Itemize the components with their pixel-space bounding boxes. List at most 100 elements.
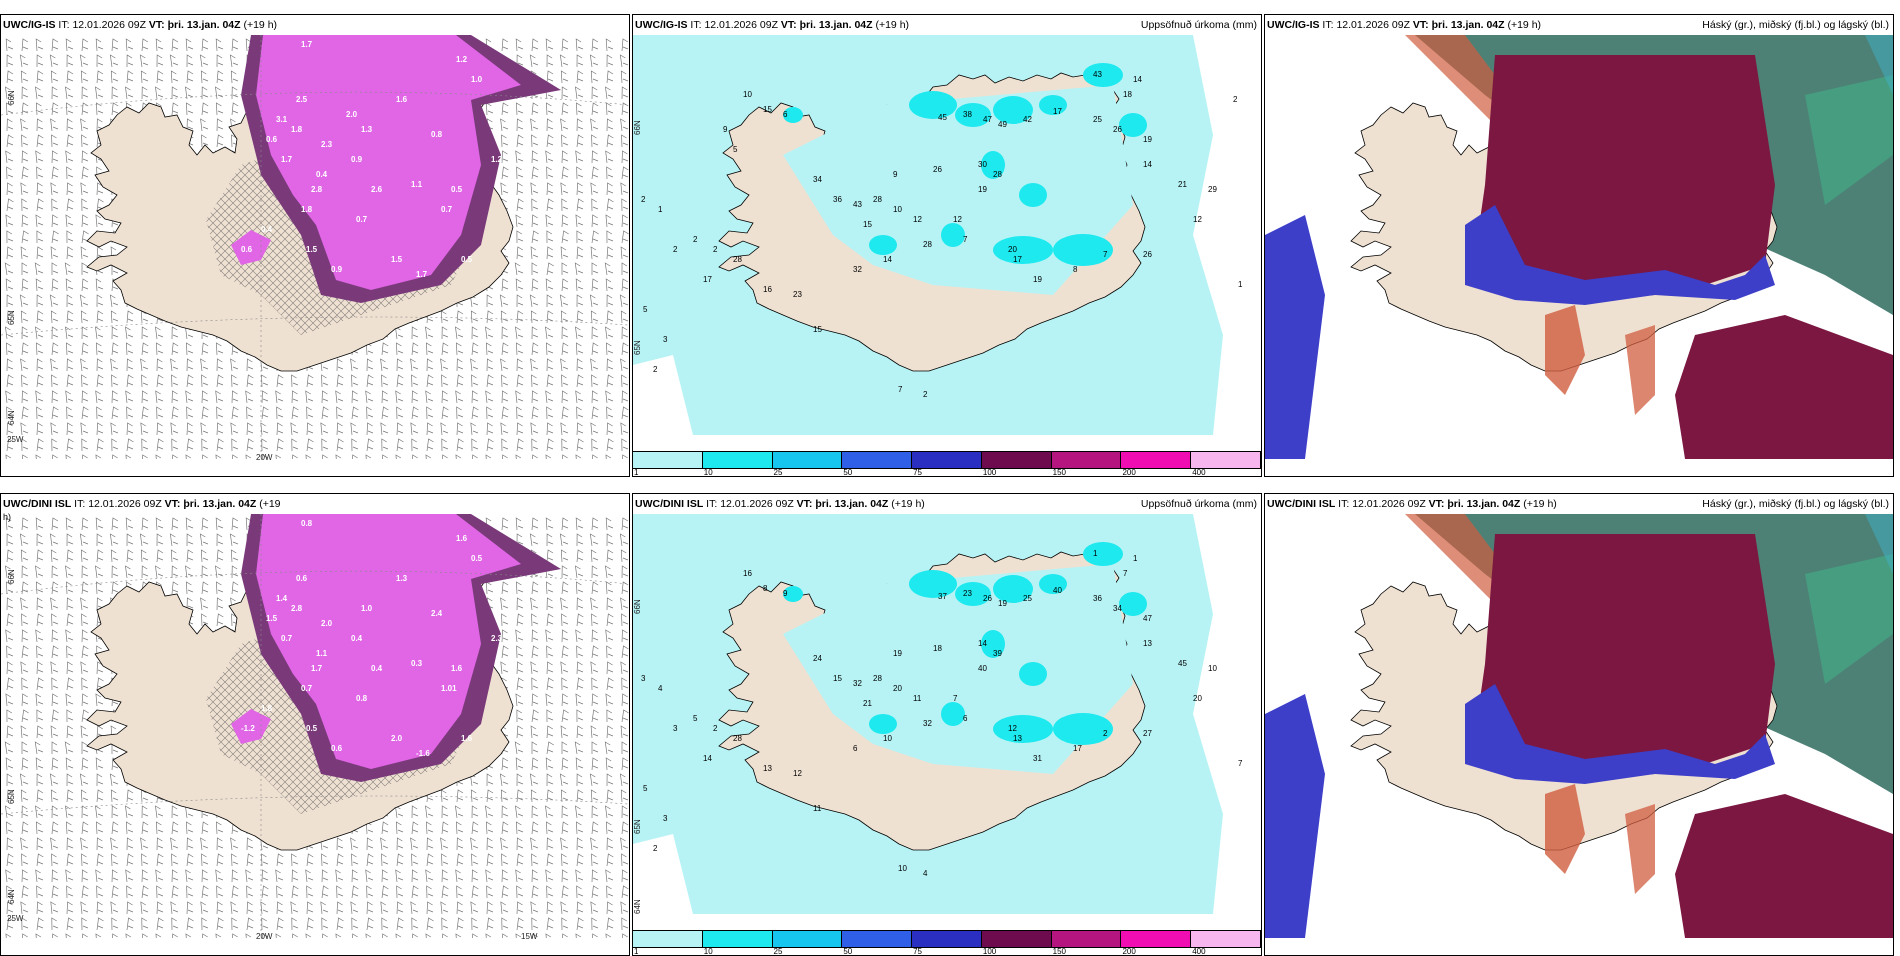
axis-label: 65N: [7, 310, 16, 325]
axis-label: 20W: [256, 453, 273, 462]
value-label: 20: [893, 684, 902, 693]
axis-label: 25W: [7, 914, 24, 923]
title-model: UWC/IG-IS: [635, 19, 688, 31]
value-label: 13: [1013, 734, 1022, 743]
value-label: 27: [1143, 729, 1152, 738]
title-lead-cont: h): [3, 512, 12, 522]
value-label: 47: [983, 115, 992, 124]
colorbar-tick: 200: [1122, 468, 1136, 477]
value-label: 1.1: [411, 180, 423, 189]
value-label: 47: [1143, 614, 1152, 623]
axis-label: 15W: [521, 932, 538, 941]
title-lead: (+19 h): [891, 498, 925, 510]
axis-label: 64N: [7, 410, 16, 425]
title-vt-label: VT:: [780, 19, 797, 31]
value-label: 28: [733, 734, 742, 743]
panel-title: UWC/IG-IS IT: 12.01.2026 09Z VT: þri. 13…: [1267, 19, 1541, 31]
value-label: 11: [813, 804, 822, 813]
title-it: 12.01.2026 09Z: [704, 19, 778, 31]
panel-title: UWC/DINI ISL IT: 12.01.2026 09Z VT: þri.…: [1267, 498, 1557, 510]
value-label: 2.0: [391, 734, 403, 743]
panel-ig-left: 1.7 1.2 1.0 2.5 3.1 1.8 0.6 2.3 1.6 0.8 0.9 0.4 2.6 1…: [0, 14, 630, 477]
value-label: 21: [863, 699, 872, 708]
title-it: 12.01.2026 09Z: [1352, 498, 1426, 510]
value-label: 43: [1093, 70, 1102, 79]
value-label: 7: [963, 235, 968, 244]
axis-label: 66N: [7, 569, 16, 584]
title-model: UWC/IG-IS: [3, 19, 56, 31]
snow-map: 1.7 1.2 1.0 2.5 3.1 1.8 0.6 2.3 1.6 0.8 0.9 0.4 2.6 1…: [1, 35, 629, 459]
value-label: 19: [1143, 135, 1152, 144]
value-label: 9: [783, 589, 788, 598]
colorbar-tick: 10: [703, 947, 713, 956]
value-label: 12: [793, 769, 802, 778]
value-label: 3: [663, 814, 668, 823]
colorbar-tick: 75: [913, 468, 923, 477]
title-it-label: IT:: [1322, 19, 1334, 31]
value-label: 0.8: [301, 519, 313, 528]
value-label: 15: [763, 105, 772, 114]
value-label: 36: [833, 195, 842, 204]
title-vt-label: VT:: [164, 498, 181, 510]
panel-dini-right: UWC/DINI ISL IT: 12.01.2026 09Z VT: þri.…: [1264, 493, 1894, 956]
value-label: 0.7: [356, 215, 368, 224]
value-label: 1.01: [441, 684, 457, 693]
value-label: 12: [953, 215, 962, 224]
title-lead: (+19 h): [1523, 498, 1557, 510]
value-label: 39: [993, 649, 1002, 658]
value-label: 15: [813, 325, 822, 334]
value-label: 17: [1073, 744, 1082, 753]
value-label: 14: [703, 754, 712, 763]
value-label: 0.8: [356, 694, 368, 703]
colorbar-tick: 200: [1122, 947, 1136, 956]
value-label: 3: [641, 674, 646, 683]
value-label: -1.6: [416, 749, 430, 758]
value-label: 5: [643, 305, 648, 314]
value-label: 1.2: [456, 55, 468, 64]
value-label: 28: [873, 674, 882, 683]
value-label: 0.8: [431, 130, 443, 139]
value-label: 1.7: [301, 40, 313, 49]
value-label: 1: [1133, 554, 1138, 563]
colorbar: 1 10 25 50 75 100 150 200 400: [633, 451, 1261, 477]
value-label: 2: [713, 724, 718, 733]
value-label: 13: [763, 764, 772, 773]
axis-label: 25W: [7, 435, 24, 444]
value-label: 2.8: [291, 604, 303, 613]
colorbar-swatch: [1121, 931, 1192, 947]
axis-label: 65N: [7, 789, 16, 804]
value-label: 5: [643, 784, 648, 793]
colorbar-swatch: [981, 452, 1052, 468]
value-label: 42: [1023, 115, 1032, 124]
axis-label: 66N: [7, 90, 16, 105]
value-label: 26: [1113, 125, 1122, 134]
value-label: 2: [653, 844, 658, 853]
colorbar-tick: 25: [773, 468, 783, 477]
axis-label: 66N: [633, 599, 642, 614]
title-it: 12.01.2026 09Z: [88, 498, 162, 510]
title-vt: þri. 13.jan. 04Z: [799, 19, 873, 31]
title-vt-label: VT:: [1428, 498, 1445, 510]
value-label: 2.0: [346, 110, 358, 119]
colorbar-swatch: [842, 931, 913, 947]
colorbar-swatch: [633, 931, 703, 947]
colorbar-tick: 100: [982, 468, 997, 477]
panel-subtitle: Uppsöfnuð úrkoma (mm): [1140, 498, 1257, 510]
panel-subtitle: Háský (gr.), miðský (fj.bl.) og lágský (…: [1702, 498, 1889, 510]
value-label: 31: [1033, 754, 1042, 763]
value-label: 0.5: [461, 255, 473, 264]
value-label: 13: [1143, 639, 1152, 648]
cloud-map: [1265, 35, 1893, 459]
value-label: 24: [813, 654, 822, 663]
value-label: 2: [641, 195, 646, 204]
value-label: 2.3: [321, 140, 333, 149]
axis-label: 66N: [633, 120, 642, 135]
value-label: 1.7: [281, 155, 293, 164]
value-label: 0.4: [261, 225, 273, 234]
value-label: 5: [693, 714, 698, 723]
precip-map: 43 14 18 10 15 6 45 38 47 49 42 17 25 26 19 21 9 26 30 28 14…: [633, 35, 1261, 435]
value-label: 23: [793, 290, 802, 299]
value-label: 32: [923, 719, 932, 728]
value-label: 0.6: [331, 744, 343, 753]
value-label: 10: [1208, 664, 1217, 673]
